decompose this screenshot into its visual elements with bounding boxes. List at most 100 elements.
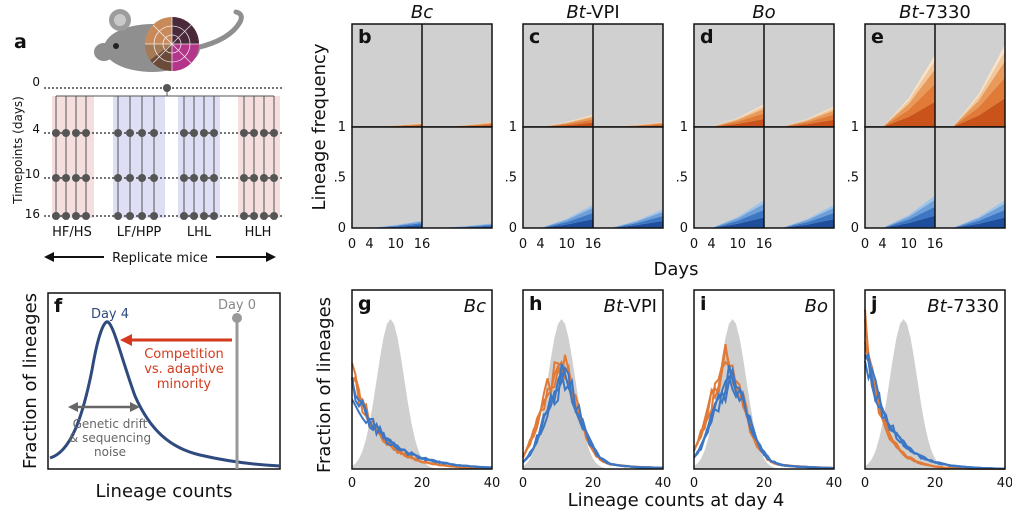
sample-dot: [138, 129, 146, 137]
strain-title-b: Bc: [411, 2, 433, 23]
sample-dot: [260, 174, 268, 182]
lineage-band: [952, 209, 1005, 228]
day0-marker: [232, 313, 242, 323]
panel-f-ylabel: Fraction of lineages: [20, 293, 41, 469]
strain-name: Bo: [752, 2, 775, 23]
xtick-label: 4: [707, 237, 715, 252]
lineage-band: [540, 219, 593, 228]
strain-title-i: Bo: [805, 296, 828, 317]
lineage-band: [610, 215, 663, 228]
panel-frame: [522, 289, 664, 470]
xtick-label: 4: [365, 237, 373, 252]
sample-dot: [190, 129, 198, 137]
strain-name: Bt: [566, 2, 586, 23]
sample-dot: [150, 129, 158, 137]
lineage-band: [610, 220, 663, 228]
lineage-band: [952, 77, 1005, 127]
drift-text-2: & sequencing: [69, 431, 151, 445]
lineage-band: [369, 124, 422, 127]
mouse-illustration: [94, 9, 244, 72]
xtick-label: 0: [519, 237, 527, 252]
lineage-band: [711, 119, 764, 127]
panel-label-i: i: [700, 293, 707, 315]
lineage-band: [540, 212, 593, 228]
ytick-label: 1: [851, 120, 859, 135]
sample-dot: [138, 212, 146, 220]
ytick-label: 0: [509, 221, 517, 236]
timepoint-16: 16: [25, 207, 40, 221]
xtick-label: 0: [861, 237, 869, 252]
xtick-label: 40: [826, 476, 843, 491]
timepoint-4: 4: [32, 122, 40, 136]
ytick-label: 0: [680, 221, 688, 236]
day0-label: Day 0: [218, 298, 256, 313]
sample-dot: [250, 174, 258, 182]
ytick-label: 1: [338, 120, 346, 135]
sample-dot: [180, 129, 188, 137]
sample-dot: [138, 174, 146, 182]
sample-dot: [114, 129, 122, 137]
group-hlh: [238, 96, 280, 218]
sample-dot: [260, 129, 268, 137]
replicate-blue-line: [522, 368, 664, 469]
panel-a: a 0 4 10 16 Timepoints: [11, 9, 282, 266]
ytick-label: .5: [334, 171, 346, 186]
sample-dot: [210, 212, 218, 220]
competition-text-1: Competition: [144, 347, 224, 362]
strain-title-e: Bt-7330: [899, 2, 971, 23]
ytick-label: 1: [680, 120, 688, 135]
lineage-band: [882, 215, 935, 228]
lineage-band: [610, 123, 663, 127]
lineage-band: [439, 123, 492, 127]
xtick-label: 16: [414, 237, 431, 252]
strain-name: Bt: [927, 296, 947, 317]
sample-dot: [52, 174, 60, 182]
ytick-label: 0: [338, 221, 346, 236]
drift-text-3: noise: [94, 445, 126, 459]
strain-suffix: -7330: [919, 2, 971, 23]
day4-distribution-curve: [49, 320, 281, 468]
strain-suffix: -VPI: [586, 2, 620, 23]
strain-name: Bt: [899, 2, 919, 23]
sample-dot: [126, 212, 134, 220]
bottom-xlabel: Lineage counts at day 4: [568, 490, 785, 511]
panel-frame: [693, 289, 835, 470]
sample-dot: [72, 212, 80, 220]
sample-dot: [250, 129, 258, 137]
lineage-band: [882, 83, 935, 127]
strain-title-g: Bc: [464, 296, 486, 317]
group-label-hlh: HLH: [245, 225, 272, 240]
sample-dot: [82, 129, 90, 137]
lineage-band: [952, 98, 1005, 127]
replicate-blue-line: [693, 366, 835, 470]
sample-dot: [200, 212, 208, 220]
timepoint-rows: [44, 84, 282, 220]
lineage-band: [711, 209, 764, 228]
ytick-label: 1: [509, 120, 517, 135]
sample-dot: [210, 174, 218, 182]
sample-dot: [82, 174, 90, 182]
sample-dot: [150, 212, 158, 220]
sample-dot: [180, 212, 188, 220]
strain-title-d: Bo: [752, 2, 775, 23]
day0-distribution: [352, 319, 492, 469]
sample-dot: [190, 212, 198, 220]
competition-text-3: minority: [157, 377, 212, 392]
competition-text-2: vs. adaptive: [144, 362, 224, 377]
day0-distribution: [694, 319, 834, 469]
panel-h: h Bt-VPI 0 20 40: [519, 289, 671, 491]
sample-dot: [180, 174, 188, 182]
strain-suffix: -7330: [947, 296, 999, 317]
lineage-band: [369, 223, 422, 228]
panel-label-h: h: [529, 293, 543, 315]
lineage-band: [781, 212, 834, 228]
panel-label-c: c: [529, 26, 540, 48]
panel-f: f Day 0 Day 4 Competition vs. adaptive m…: [20, 292, 281, 502]
xtick-label: 20: [756, 476, 773, 491]
panel-f-label: f: [54, 295, 63, 317]
bottom-ylabel: Fraction of lineages: [314, 297, 335, 473]
panel-a-label: a: [14, 31, 27, 53]
lineage-band: [711, 113, 764, 127]
